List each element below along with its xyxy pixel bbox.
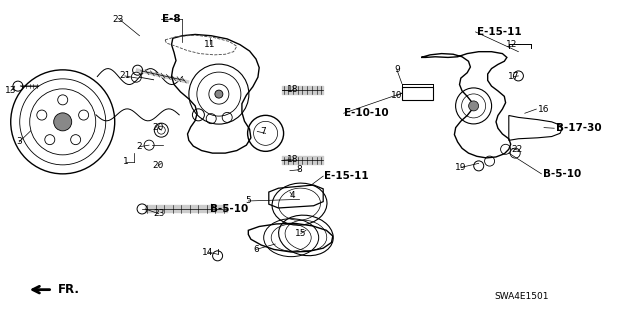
Text: 9: 9 (394, 65, 399, 74)
Circle shape (468, 101, 479, 111)
Bar (402, 87, 433, 100)
Text: 10: 10 (391, 91, 403, 100)
Text: 14: 14 (202, 248, 214, 256)
Text: B-17-30: B-17-30 (556, 123, 601, 133)
Text: 5: 5 (246, 197, 251, 205)
Text: 23: 23 (153, 209, 164, 218)
Text: 12: 12 (506, 40, 518, 48)
Text: 2: 2 (137, 142, 142, 151)
Text: 7: 7 (260, 127, 266, 136)
Text: 22: 22 (511, 145, 523, 154)
Text: 13: 13 (5, 86, 17, 95)
Text: 16: 16 (538, 105, 549, 114)
Text: SWA4E1501: SWA4E1501 (494, 292, 548, 300)
Text: 23: 23 (113, 15, 124, 24)
Text: E-15-11: E-15-11 (324, 171, 369, 181)
Text: 18: 18 (287, 85, 299, 94)
Text: E-10-10: E-10-10 (344, 108, 389, 118)
Text: 20: 20 (152, 123, 164, 132)
Text: 17: 17 (508, 72, 520, 81)
Text: 20: 20 (152, 161, 164, 170)
Text: E-15-11: E-15-11 (477, 27, 522, 37)
Text: E-8: E-8 (162, 14, 180, 24)
Text: 6: 6 (253, 245, 259, 254)
Text: 1: 1 (124, 157, 129, 166)
Text: 11: 11 (204, 40, 216, 48)
Text: 8: 8 (297, 165, 302, 174)
Text: FR.: FR. (58, 283, 79, 296)
Circle shape (215, 90, 223, 98)
Text: 21: 21 (119, 71, 131, 80)
Text: 18: 18 (287, 155, 299, 164)
Text: B-5-10: B-5-10 (543, 169, 581, 179)
Text: 19: 19 (455, 163, 467, 172)
Circle shape (54, 113, 72, 131)
Text: B-5-10: B-5-10 (210, 204, 248, 214)
Text: 15: 15 (295, 229, 307, 238)
Text: 4: 4 (290, 191, 295, 200)
Text: 3: 3 (17, 137, 22, 146)
